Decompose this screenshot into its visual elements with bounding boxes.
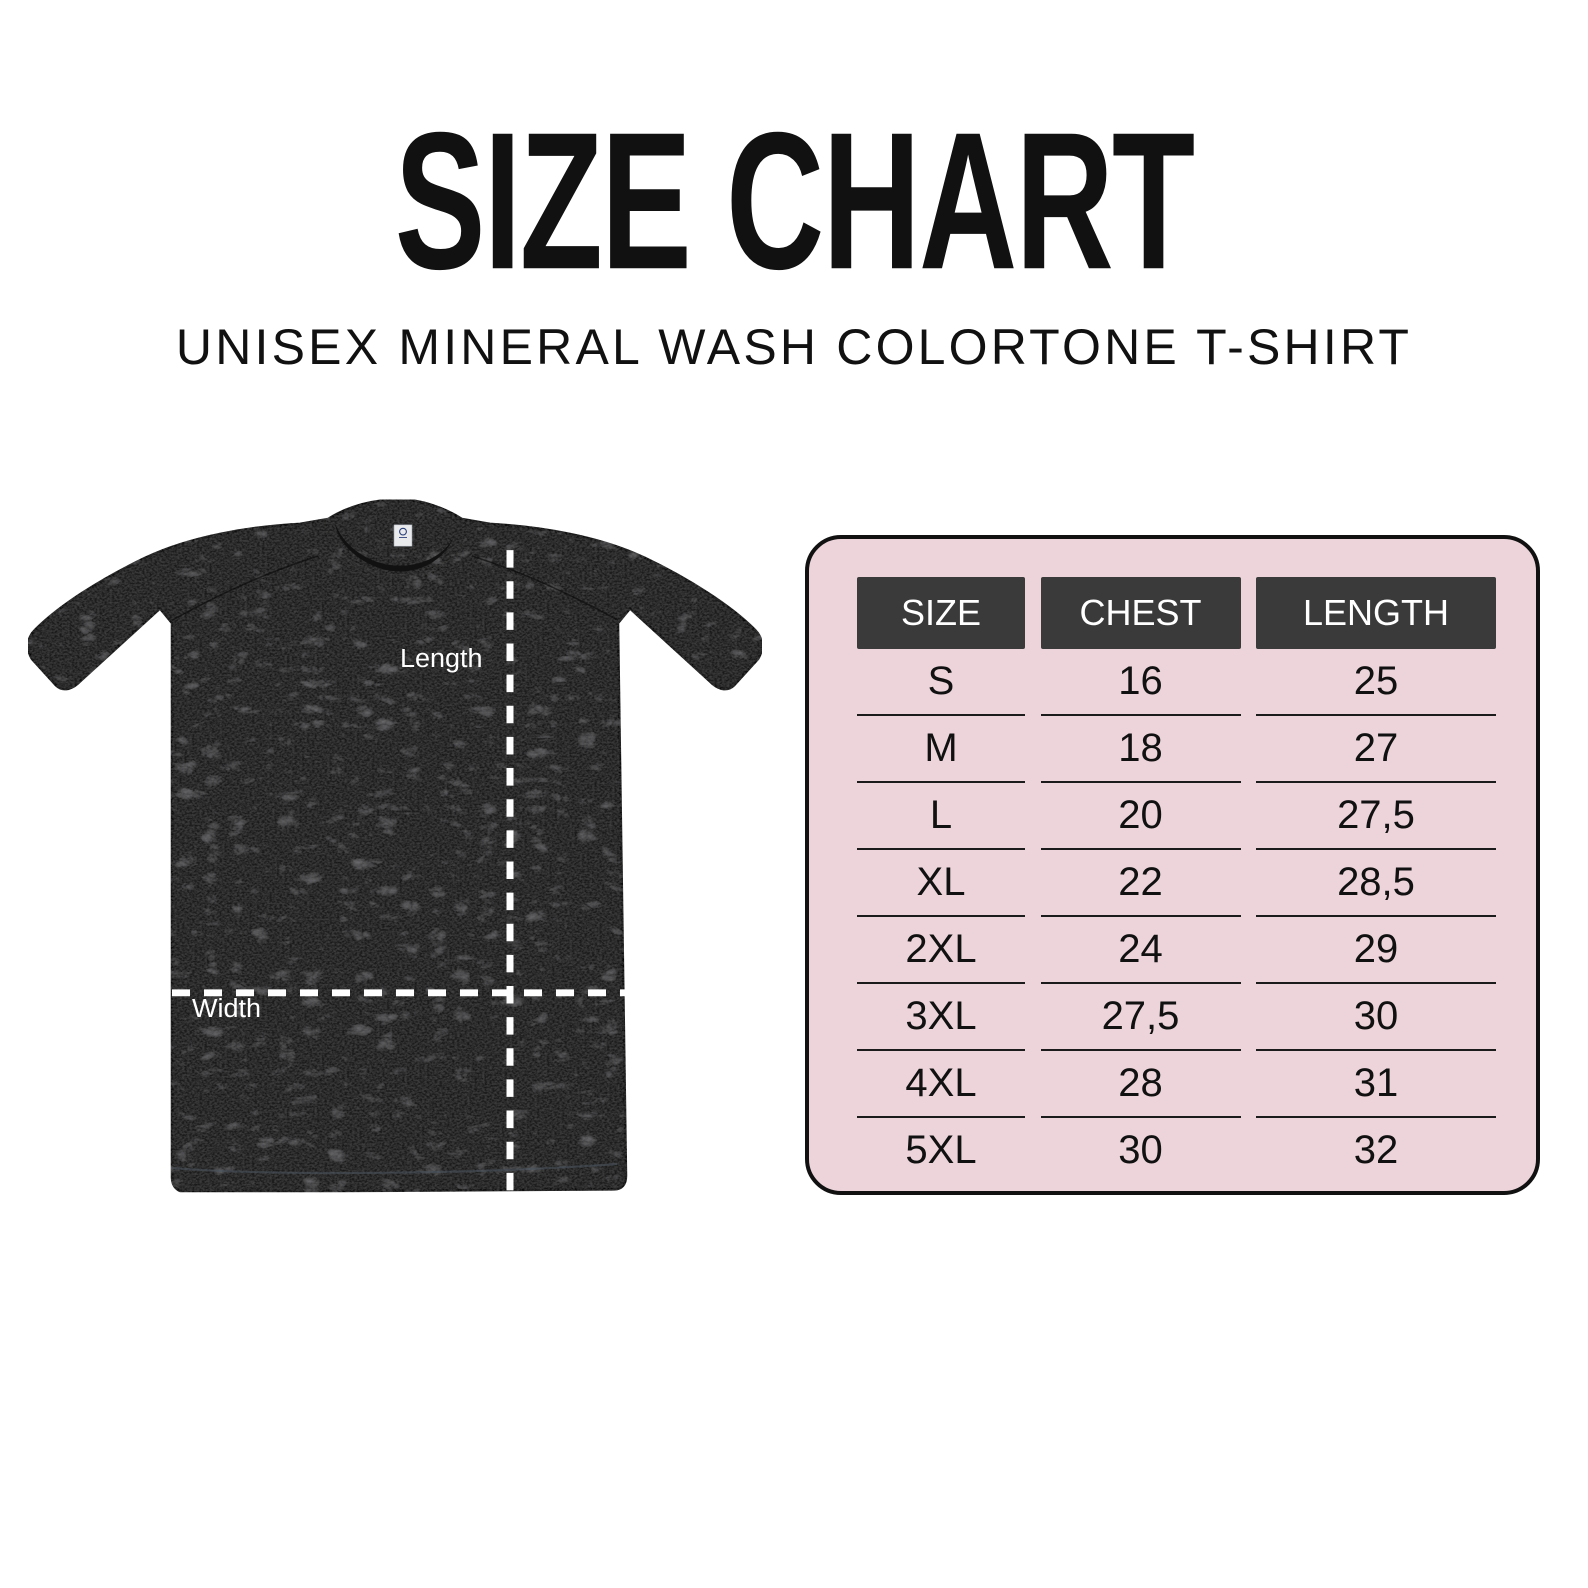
svg-text:Length: Length [400, 643, 483, 673]
svg-text:Width: Width [192, 993, 261, 1023]
